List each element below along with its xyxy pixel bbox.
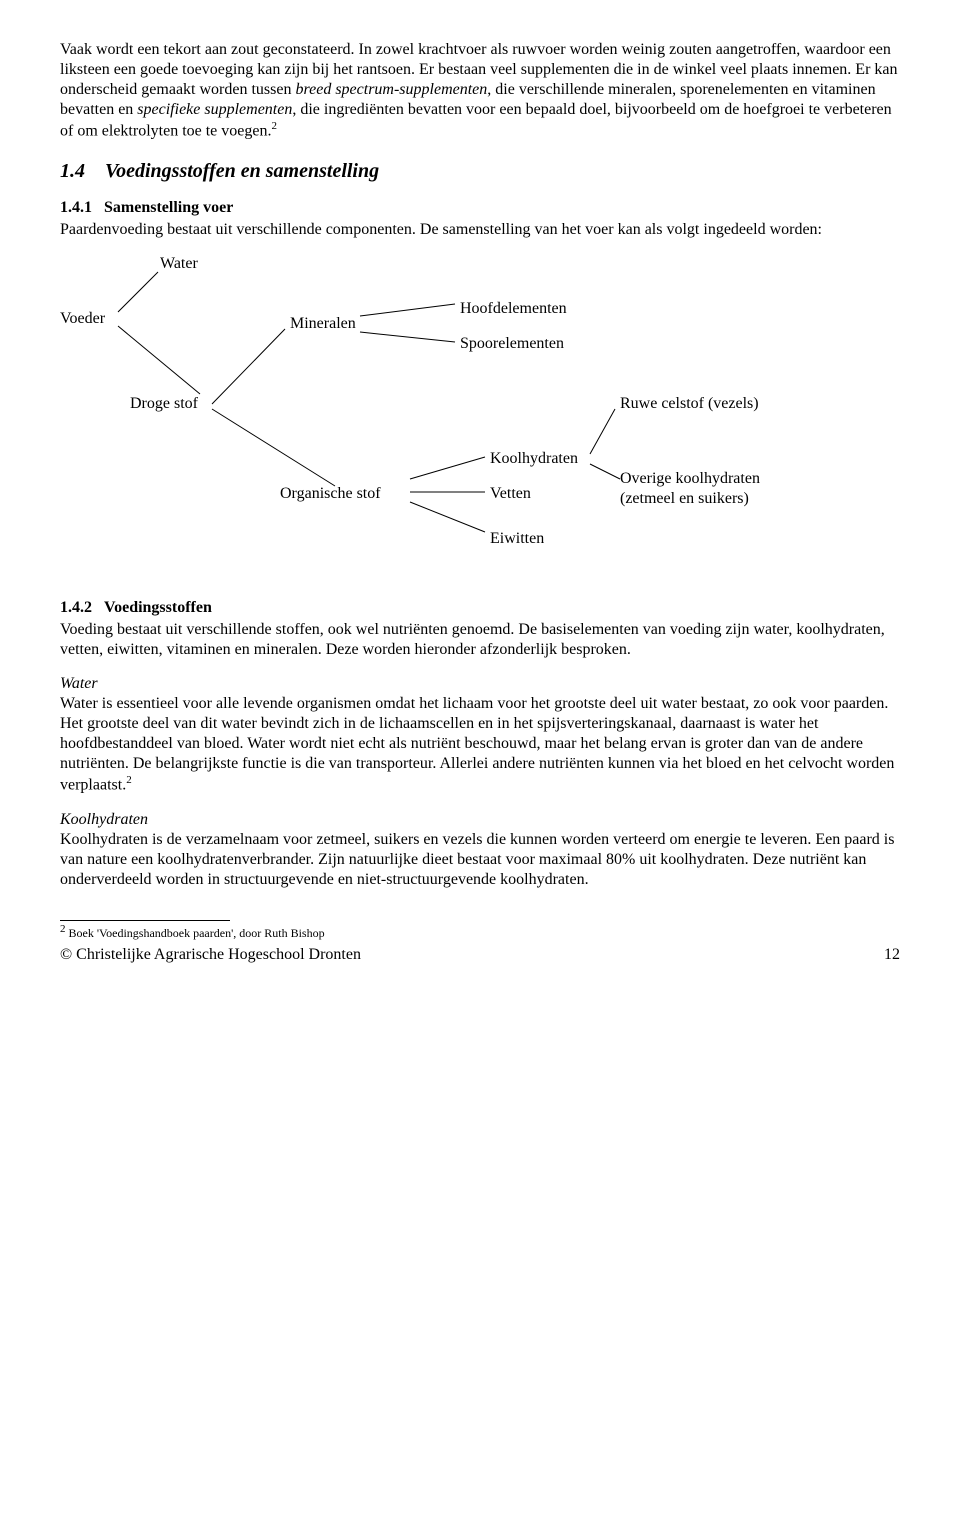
diagram-edge-6 (410, 457, 485, 479)
diagram-edge-9 (590, 409, 615, 454)
diagram-edge-1 (118, 326, 200, 394)
diagram-edge-10 (590, 464, 620, 479)
subsection-1-4-1-num: 1.4.1 (60, 199, 92, 216)
subsection-1-4-2-num: 1.4.2 (60, 599, 92, 616)
koolhydraten-heading: Koolhydraten (60, 810, 900, 830)
diagram-edge-3 (360, 304, 455, 316)
diagram-node-droge: Droge stof (130, 394, 198, 414)
subsection-1-4-1-title: Samenstelling voer (104, 199, 233, 216)
diagram-node-hoofd: Hoofdelementen (460, 299, 567, 319)
footnote-2-text: Boek 'Voedingshandboek paarden', door Ru… (66, 926, 325, 940)
diagram-node-ruwe: Ruwe celstof (vezels) (620, 394, 759, 414)
diagram-node-voeder: Voeder (60, 309, 105, 329)
intro-paragraph: Vaak wordt een tekort aan zout geconstat… (60, 40, 900, 141)
intro-italic-1: breed spectrum-supplementen (295, 81, 487, 98)
footnote-2: 2 Boek 'Voedingshandboek paarden', door … (60, 923, 900, 941)
footer-left: © Christelijke Agrarische Hogeschool Dro… (60, 945, 361, 965)
intro-footnote-ref: 2 (271, 120, 277, 132)
diagram-edge-2 (212, 329, 285, 404)
diagram-node-overige1: Overige koolhydraten (620, 469, 760, 489)
diagram-node-eiwit: Eiwitten (490, 529, 544, 549)
footer-page-number: 12 (884, 945, 900, 965)
water-heading: Water (60, 674, 900, 694)
diagram-node-vetten: Vetten (490, 484, 531, 504)
subsection-1-4-1-heading: 1.4.1 Samenstelling voer (60, 198, 900, 218)
diagram-edge-4 (360, 332, 455, 342)
section-1-4-num: 1.4 (60, 160, 85, 182)
footnote-rule (60, 920, 230, 921)
subsection-1-4-2-heading: 1.4.2 Voedingsstoffen (60, 598, 900, 618)
koolhydraten-paragraph: Koolhydraten is de verzamelnaam voor zet… (60, 830, 900, 890)
diagram-node-org: Organische stof (280, 484, 381, 504)
diagram-node-mineralen: Mineralen (290, 314, 356, 334)
page-footer: © Christelijke Agrarische Hogeschool Dro… (60, 945, 900, 965)
para-1-4-1: Paardenvoeding bestaat uit verschillende… (60, 220, 900, 240)
water-paragraph: Water is essentieel voor alle levende or… (60, 694, 900, 795)
diagram-node-kool: Koolhydraten (490, 449, 578, 469)
subsection-1-4-2-title: Voedingsstoffen (104, 599, 212, 616)
feed-composition-diagram: Water Voeder Mineralen Hoofdelementen Spoore… (60, 254, 900, 584)
section-1-4-heading: 1.4 Voedingsstoffen en samenstelling (60, 159, 900, 184)
water-text: Water is essentieel voor alle levende or… (60, 695, 894, 793)
diagram-edge-8 (410, 502, 485, 532)
diagram-edge-5 (212, 409, 335, 486)
intro-italic-2: specifieke supplementen (137, 101, 292, 118)
para-1-4-2: Voeding bestaat uit verschillende stoffe… (60, 620, 900, 660)
section-1-4-title: Voedingsstoffen en samenstelling (105, 160, 379, 182)
water-footnote-ref: 2 (126, 774, 132, 786)
diagram-edge-0 (118, 272, 158, 312)
diagram-node-spoor: Spoorelementen (460, 334, 564, 354)
diagram-node-overige2: (zetmeel en suikers) (620, 489, 749, 509)
diagram-node-water: Water (160, 254, 198, 274)
